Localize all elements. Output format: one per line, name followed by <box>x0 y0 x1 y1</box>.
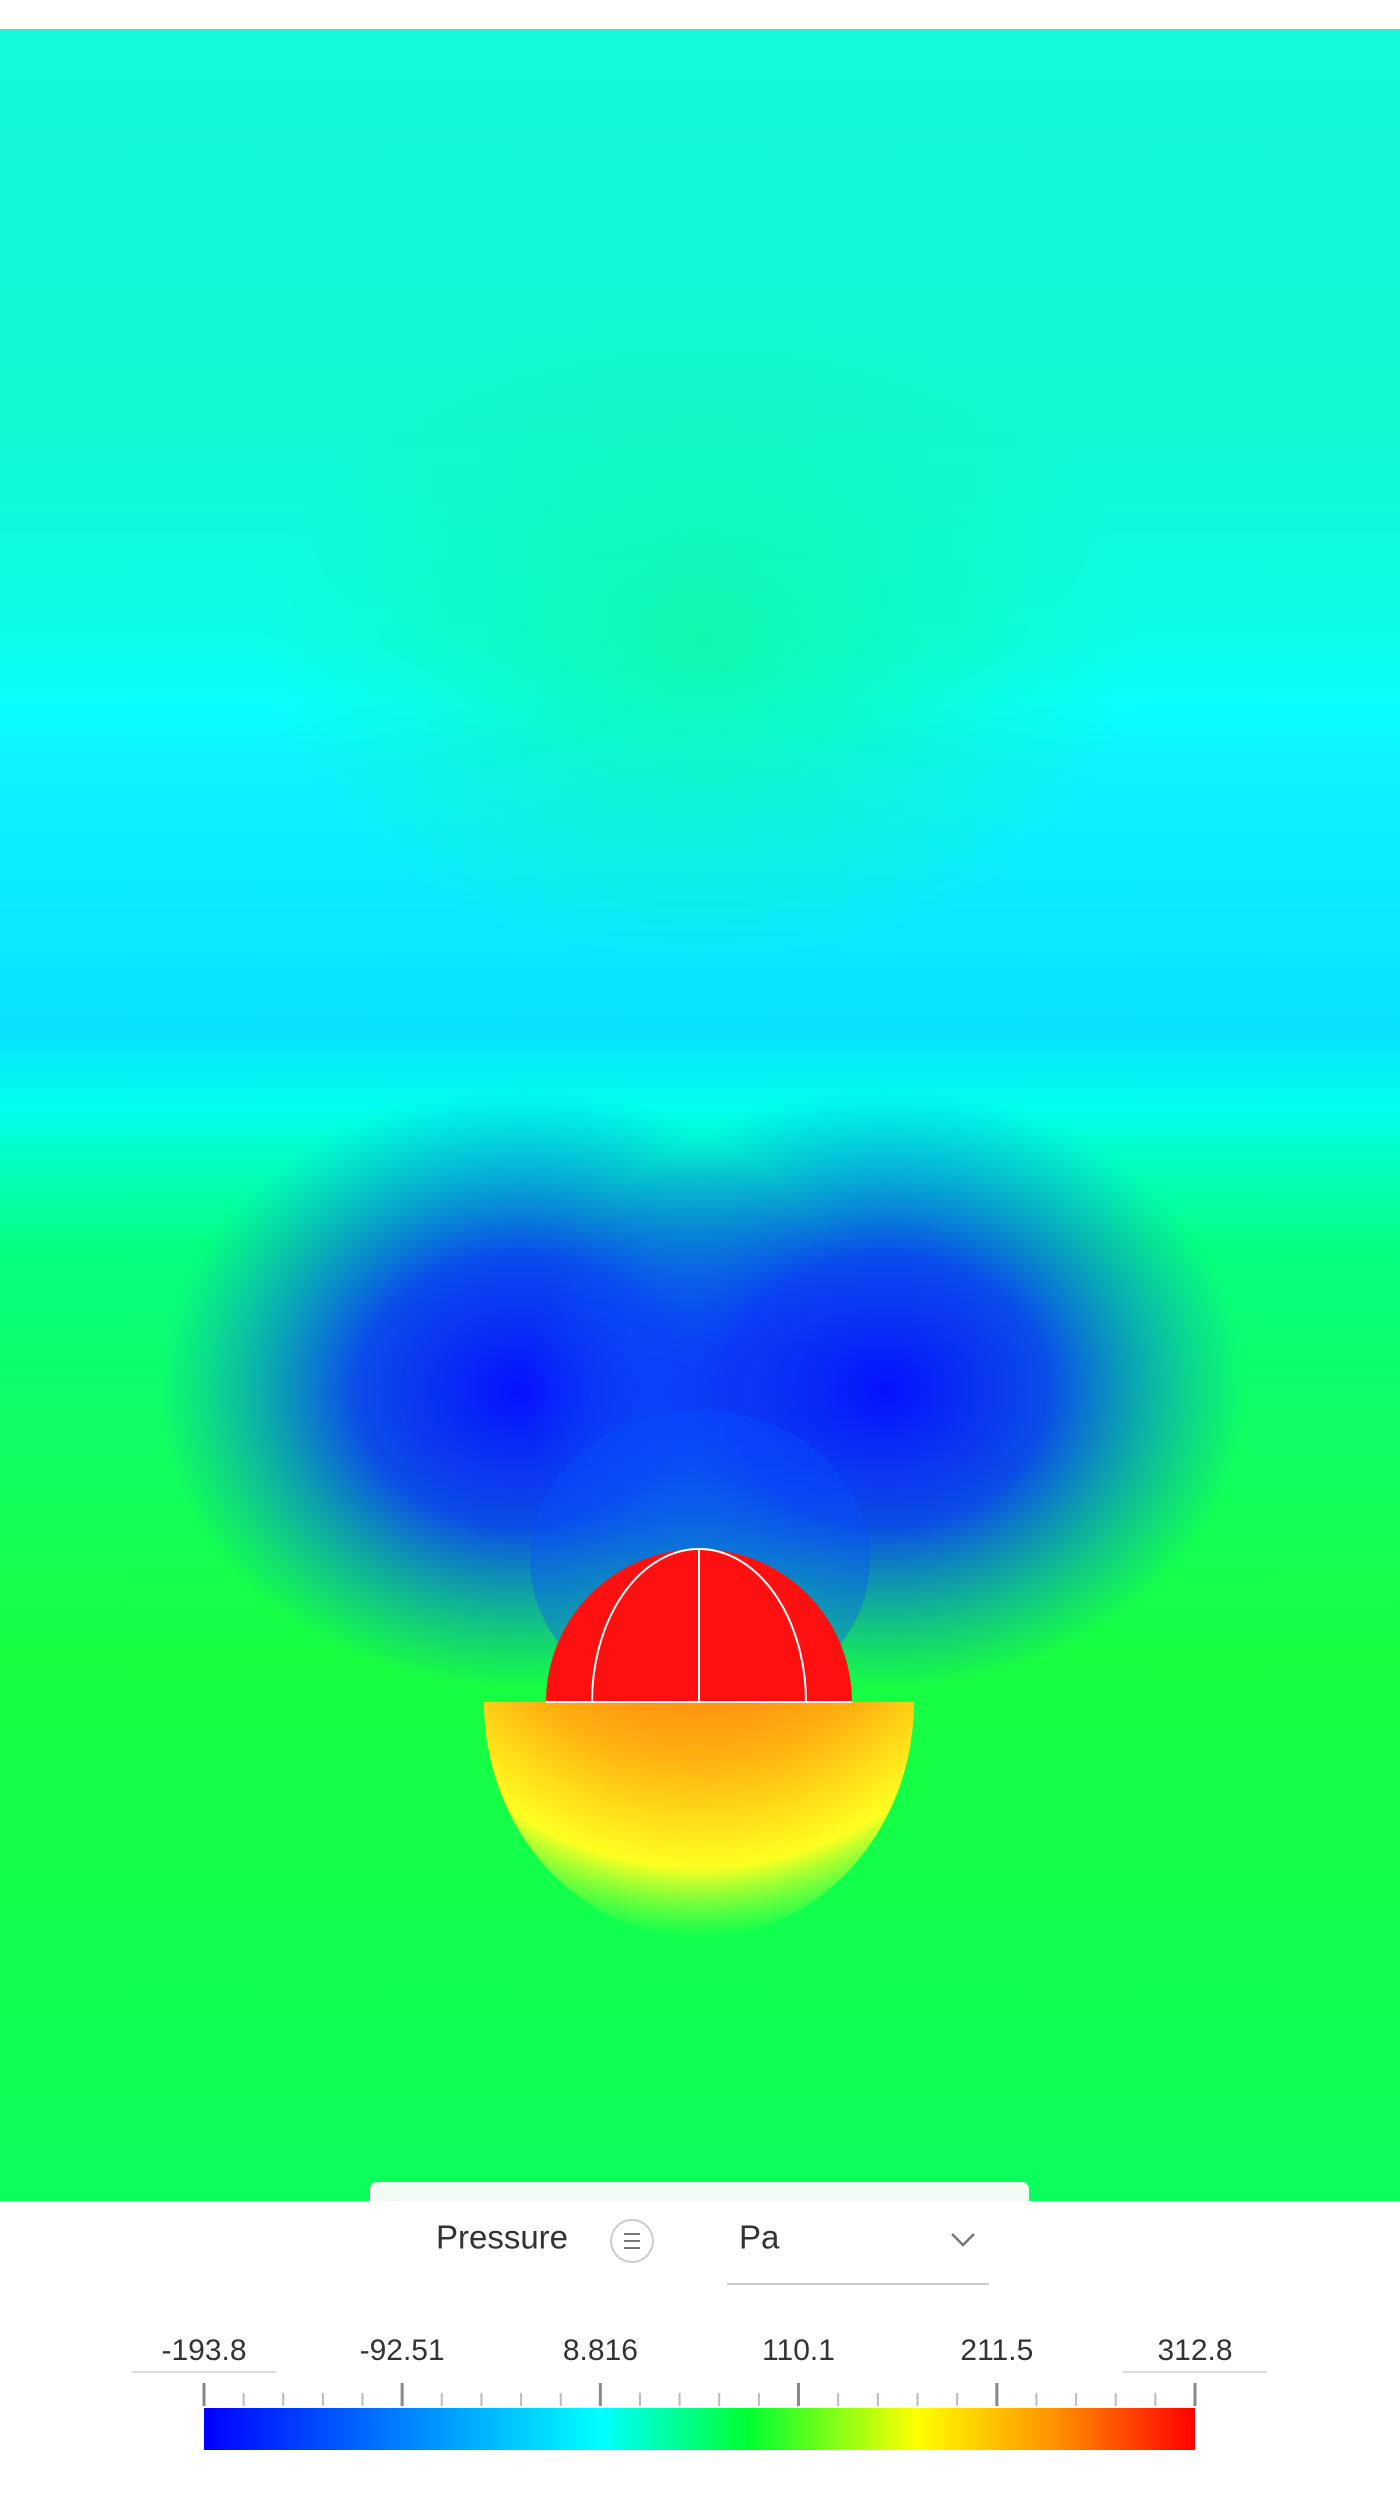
tick-label: -193.8 <box>161 2334 246 2367</box>
color-bar <box>204 2408 1195 2450</box>
color-bar-ticks: -193.8 -92.51 8.816 110.1 211.5 312.8 <box>132 2334 1267 2406</box>
dome <box>546 1547 852 1703</box>
pressure-field <box>0 29 1400 2201</box>
unit-dropdown[interactable]: Pa <box>727 2219 989 2285</box>
quantity-label[interactable]: Pressure <box>436 2219 568 2256</box>
tick-label: 8.816 <box>563 2334 638 2367</box>
legend-panel: Pressure Pa -193.8 -92.51 8.816 110.1 211.5 3… <box>0 2182 1400 2500</box>
unit-label[interactable]: Pa <box>739 2219 780 2256</box>
quantity-menu-icon[interactable] <box>610 2219 654 2263</box>
tick-label: 110.1 <box>762 2334 835 2367</box>
tick-label: 211.5 <box>960 2334 1033 2367</box>
tick-label: 312.8 <box>1157 2334 1232 2367</box>
tick-label: -92.51 <box>360 2334 445 2367</box>
